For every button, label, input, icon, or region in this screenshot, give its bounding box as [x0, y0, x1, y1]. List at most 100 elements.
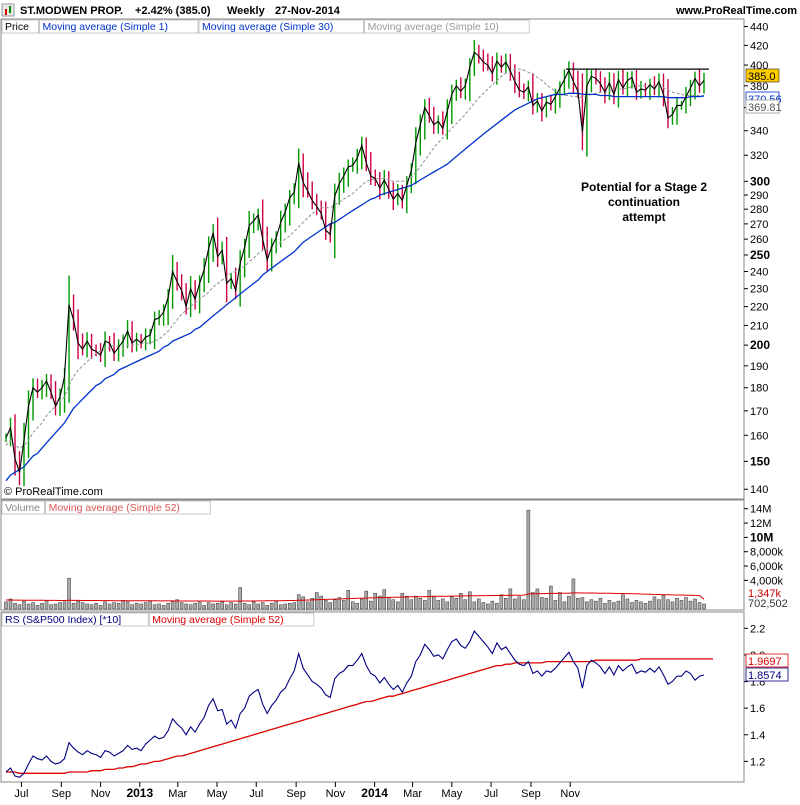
volume-legend-box: [45, 500, 211, 515]
volume-bar: [562, 601, 567, 610]
volume-bar: [441, 598, 445, 610]
volume-bar: [17, 604, 22, 610]
volume-bar: [278, 604, 283, 610]
rs-legend-item: Moving average (Simple 52): [152, 614, 283, 626]
volume-legend-box: [1, 500, 45, 515]
volume-bar: [139, 603, 143, 610]
volume-bar: [612, 602, 616, 610]
volume-bar: [31, 602, 35, 610]
volume-bar: [197, 600, 202, 610]
volume-bar: [152, 604, 157, 610]
volume-bar: [666, 599, 670, 610]
volume-bar: [661, 595, 666, 610]
volume-bar: [567, 595, 571, 610]
volume-bar: [256, 603, 260, 610]
volume-bar: [251, 601, 256, 610]
volume-bar: [445, 601, 450, 610]
ma10-last-label: 369.81: [748, 102, 782, 114]
price-legend-item: Price: [5, 21, 29, 33]
volume-bar: [328, 602, 332, 610]
price-tick-label: 220: [750, 302, 768, 314]
volume-legend-item: Volume: [5, 502, 40, 514]
volume-bar: [486, 603, 490, 610]
rs-last-label: 1.8574: [748, 670, 782, 682]
volume-tick-label: 14M: [750, 504, 771, 516]
volume-bar: [396, 601, 400, 610]
volume-bar: [121, 600, 125, 610]
volume-bar: [418, 598, 423, 610]
volume-bar: [409, 599, 414, 610]
price-legend-box: [198, 19, 365, 34]
price-tick-label: 320: [750, 150, 768, 162]
rs-line: [5, 629, 705, 778]
volume-bar: [202, 605, 206, 610]
volume-bar: [341, 600, 346, 610]
volume-bar: [166, 603, 170, 610]
volume-bar: [378, 595, 382, 610]
volume-bar: [337, 597, 341, 610]
candle-icon: [9, 6, 11, 13]
volume-bar: [472, 601, 477, 610]
volume-bar: [400, 592, 405, 610]
annotation-line-1: Potential for a Stage 2: [581, 180, 707, 194]
volume-bar: [94, 603, 98, 610]
volume-bar: [450, 596, 454, 610]
volume-bar: [702, 603, 706, 610]
price-panel-frame: [0, 18, 745, 500]
volume-bar: [76, 600, 80, 610]
ma10-line: [5, 68, 704, 449]
annotation-line-3: attempt: [622, 210, 665, 224]
price-tick-label: 240: [750, 266, 768, 278]
volume-bar: [504, 598, 508, 610]
volume-bar: [436, 600, 441, 610]
x-tick-label: Mar: [403, 788, 422, 800]
volume-legend-item: Moving average (Simple 52): [49, 502, 180, 514]
volume-bar: [242, 603, 247, 610]
volume-bar: [693, 598, 697, 610]
volume-bar: [387, 597, 391, 610]
volume-bar: [58, 602, 62, 610]
volume-bar: [332, 599, 337, 610]
volume-bar: [229, 602, 233, 610]
volume-bar: [184, 603, 188, 610]
volume-bar: [206, 602, 211, 610]
x-tick-label: Jul: [484, 788, 498, 800]
volume-bar: [697, 602, 702, 610]
x-tick-label: Nov: [91, 788, 111, 800]
x-tick-label: Mar: [168, 788, 187, 800]
volume-bar: [125, 601, 130, 610]
volume-bar: [98, 605, 103, 610]
volume-bar: [585, 601, 589, 610]
price-tick-label: 160: [750, 430, 768, 442]
volume-bar: [103, 601, 107, 610]
volume-bar: [67, 577, 71, 610]
x-tick-label: Jul: [14, 788, 28, 800]
volume-bar: [625, 598, 630, 610]
volume-bar: [423, 600, 427, 610]
price-tick-label: 170: [750, 406, 768, 418]
volume-bar: [540, 597, 544, 610]
volume-bar: [161, 605, 166, 610]
chart-menu-icon[interactable]: [1, 3, 15, 17]
volume-bar: [526, 509, 531, 610]
price-tick-label: 200: [750, 338, 770, 352]
ma1-line: [5, 51, 705, 473]
volume-bar: [8, 598, 13, 610]
price-legend-item: Moving average (Simple 30): [202, 21, 333, 33]
volume-bar: [594, 600, 598, 610]
price-last-label: 385.0: [748, 71, 776, 83]
x-tick-label: Jul: [249, 788, 263, 800]
volume-tick-label: 10M: [750, 530, 773, 544]
volume-bar: [580, 597, 585, 610]
volume-ma-line: [6, 592, 705, 602]
copyright-label: © ProRealTime.com: [4, 486, 103, 498]
volume-bar: [571, 578, 576, 610]
volume-last-label: 702,502: [748, 598, 788, 610]
x-tick-label: May: [207, 788, 228, 800]
price-tick-label: 250: [750, 248, 770, 262]
volume-bar: [364, 590, 369, 610]
volume-panel-frame: [0, 499, 745, 611]
volume-bar: [220, 601, 224, 610]
header-period: Weekly: [227, 5, 266, 17]
